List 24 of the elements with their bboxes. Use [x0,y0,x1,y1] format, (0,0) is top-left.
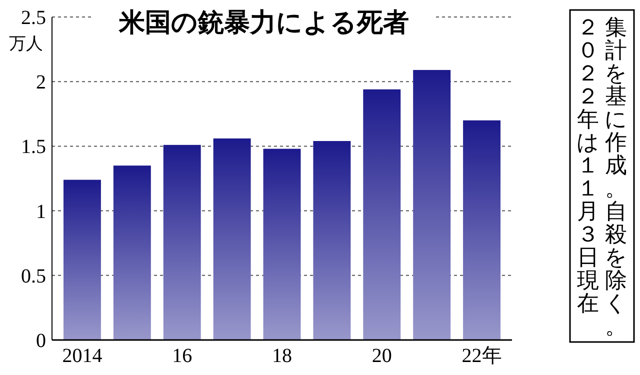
bar [463,120,501,340]
x-tick-label: 16 [172,345,192,367]
bar [263,148,301,340]
x-tick-label: 2014 [62,345,102,367]
bar [313,141,351,340]
bar [63,180,101,340]
bar [363,89,401,340]
bar [213,138,251,340]
chart-title: 米国の銃暴力による死者 [118,8,409,38]
text: 集計を基に作成。自殺を除く。 [604,15,628,340]
y-tick-label: 0 [36,330,46,352]
x-tick-label: 20 [372,345,392,367]
bar [113,166,151,340]
bar [163,144,201,340]
y-tick-label: 2 [36,72,46,94]
text: ２０２２年は１１月３日現在 [576,15,600,316]
y-tick-label: 2.5 [21,7,46,29]
y-axis-title: 万人 [9,34,43,53]
bar [413,70,451,340]
y-tick-label: 1 [36,200,46,223]
x-tick-label: 22年 [462,345,502,367]
y-tick-label: 0.5 [21,265,46,288]
x-tick-label: 18 [272,345,292,367]
y-tick-label: 1.5 [21,136,46,158]
